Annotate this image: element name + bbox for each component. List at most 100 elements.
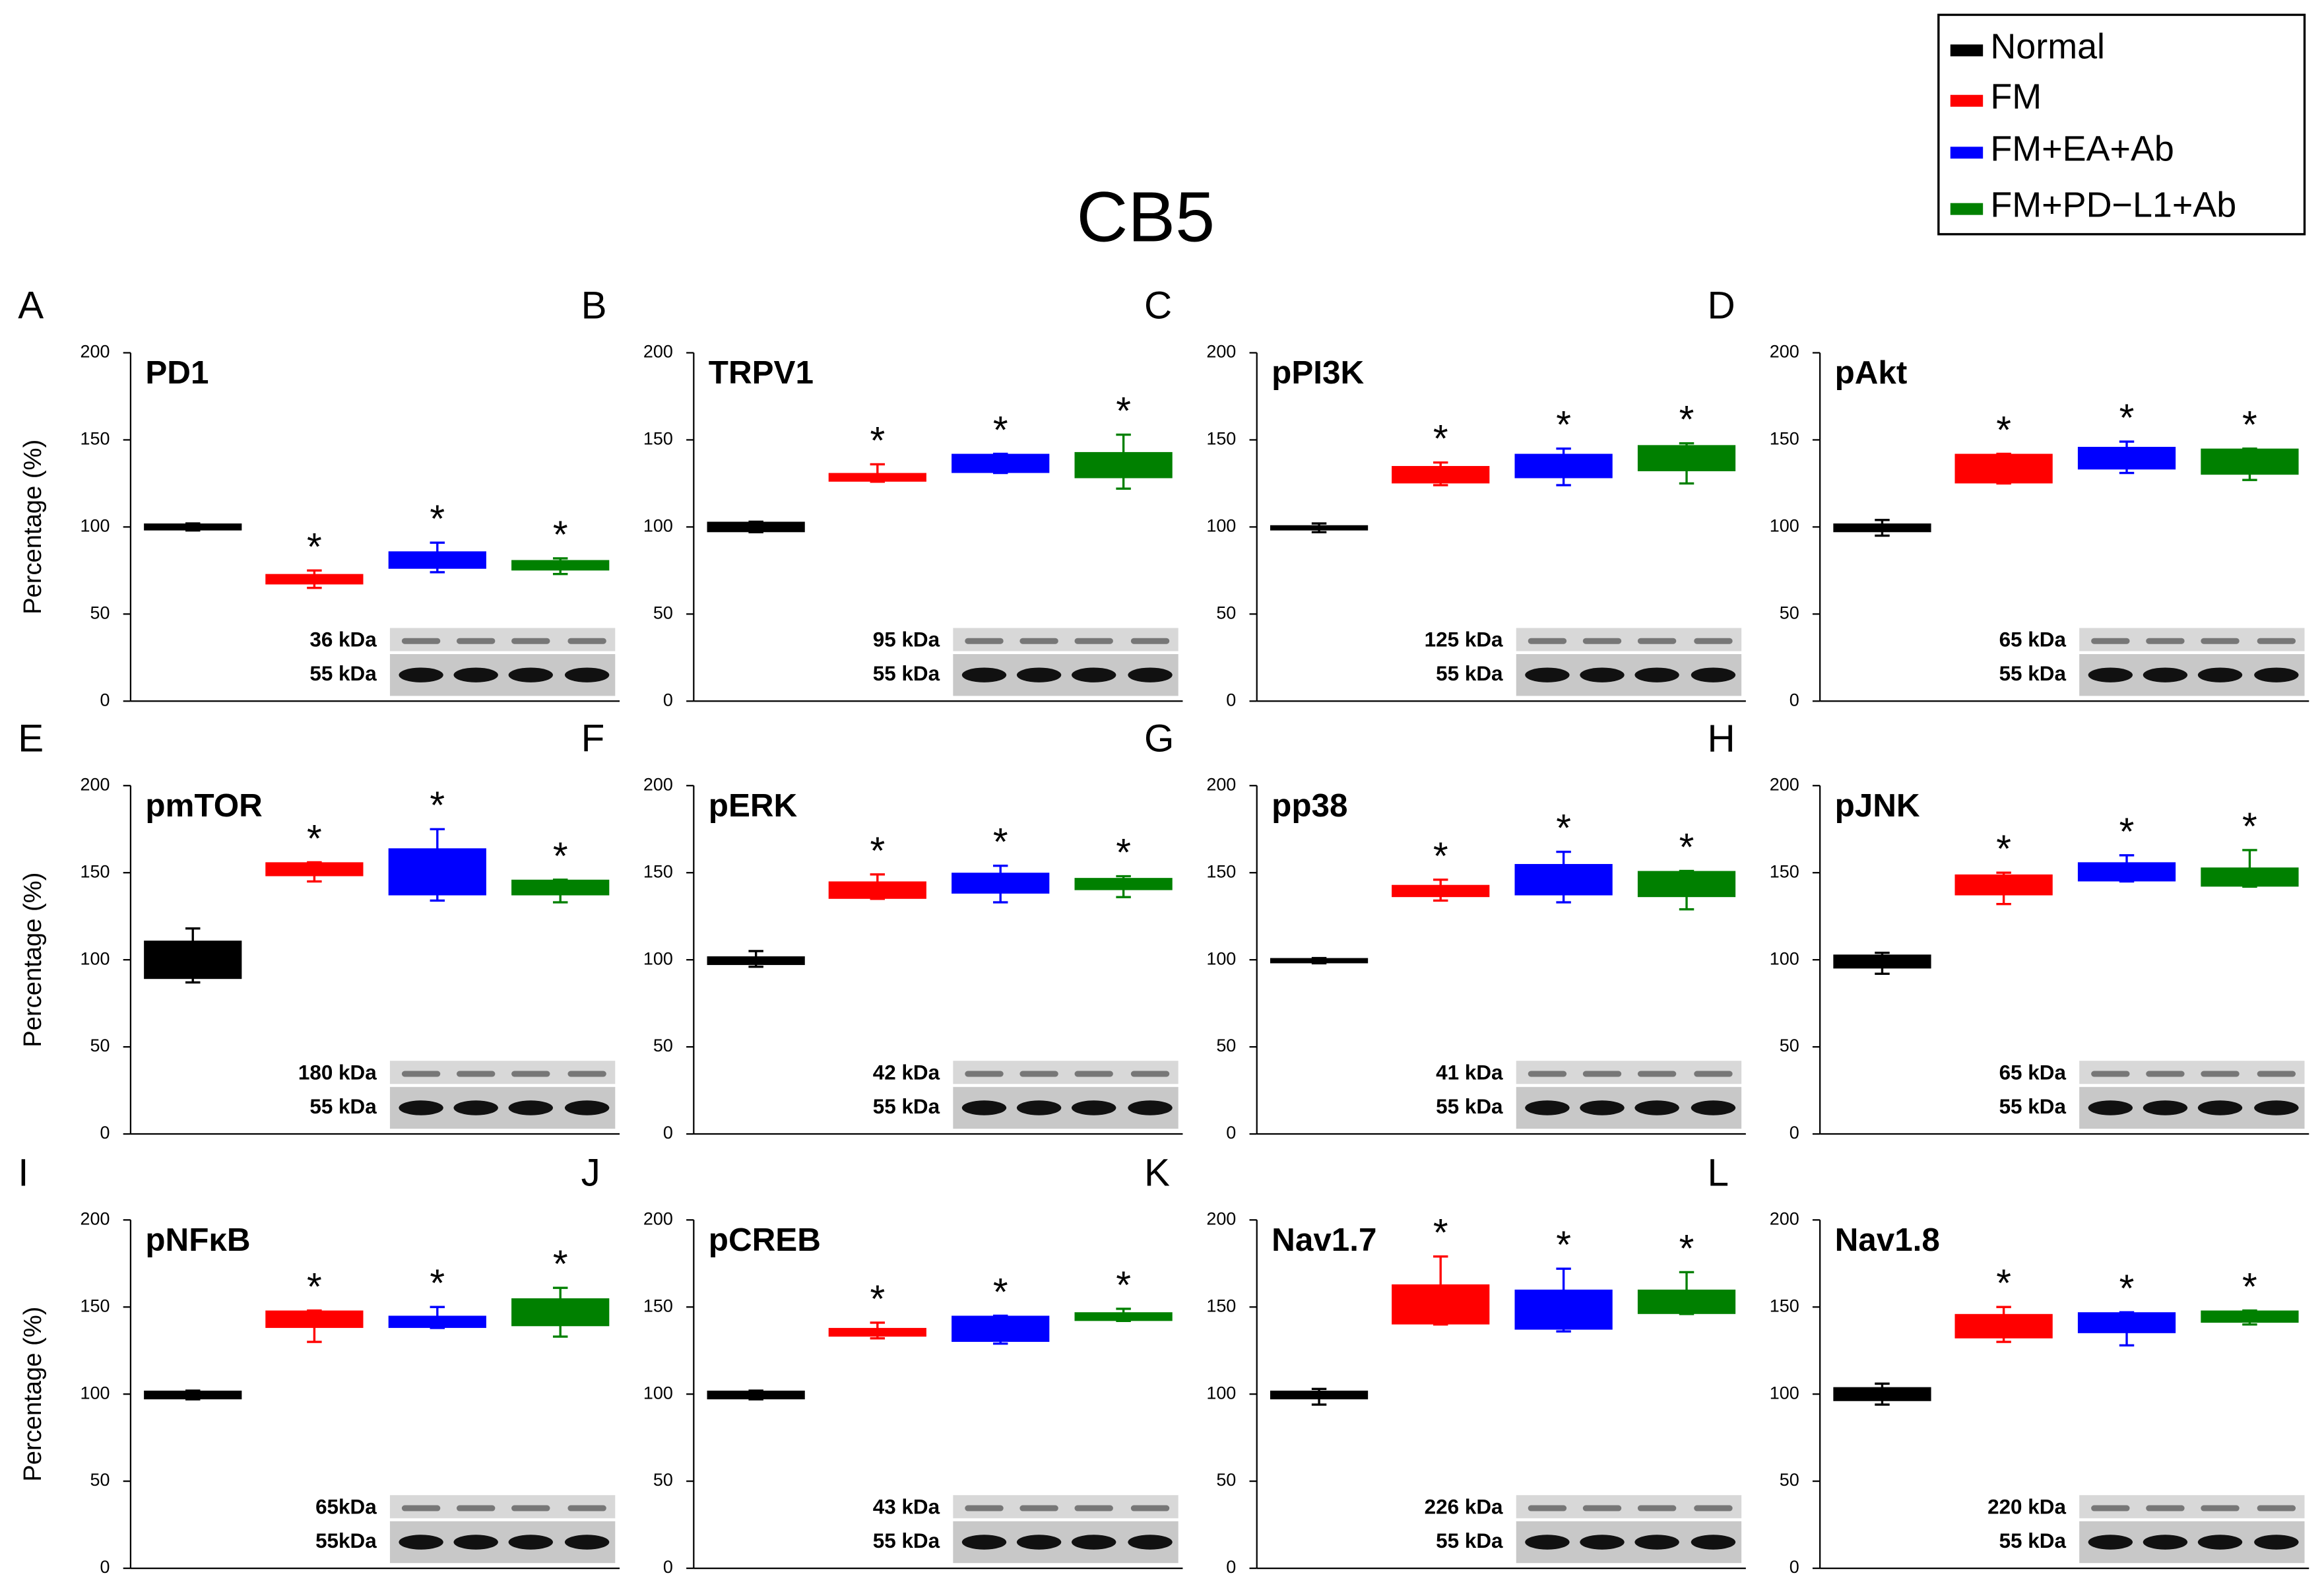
- box: [707, 956, 805, 966]
- significance-marker: *: [1679, 1227, 1695, 1270]
- blot: [953, 1495, 1178, 1564]
- blot-band: [1072, 1100, 1116, 1115]
- y-tick-label: 150: [1770, 1296, 1799, 1315]
- y-tick-label: 150: [1206, 861, 1236, 881]
- y-tick-label: 50: [653, 1470, 673, 1490]
- blot-label: 55 kDa: [309, 1095, 377, 1118]
- legend-label: FM+EA+Ab: [1990, 129, 2174, 168]
- significance-marker: *: [2242, 1266, 2257, 1309]
- blot-band: [2254, 1100, 2299, 1115]
- box: [1074, 451, 1173, 479]
- box: [1954, 1313, 2053, 1339]
- blot-band: [2088, 667, 2133, 682]
- significance-marker: *: [1433, 418, 1448, 461]
- panel-letter: E: [18, 717, 44, 760]
- y-tick-label: 100: [1770, 515, 1799, 535]
- blot-band: [1694, 1071, 1733, 1077]
- y-tick-label: 0: [1226, 690, 1236, 710]
- blot-band: [1580, 1100, 1625, 1115]
- significance-marker: *: [1996, 828, 2011, 871]
- y-tick-label: 0: [663, 1557, 673, 1577]
- box: [2077, 446, 2176, 470]
- blot-band: [2201, 1505, 2240, 1511]
- significance-marker: *: [870, 419, 885, 462]
- box: [1637, 871, 1736, 898]
- box: [1270, 1390, 1369, 1400]
- blot-label: 65kDa: [315, 1495, 377, 1518]
- y-tick-label: 50: [653, 1036, 673, 1055]
- y-tick-label: 100: [643, 515, 673, 535]
- box: [828, 473, 926, 482]
- blot-band: [567, 638, 606, 644]
- blot: [2079, 1495, 2305, 1564]
- box: [144, 1390, 242, 1400]
- box: [828, 1327, 926, 1337]
- blot-band: [2091, 1505, 2130, 1511]
- y-tick-label: 50: [90, 1036, 110, 1055]
- blot-label: 95 kDa: [873, 628, 940, 651]
- blot-band: [1074, 1071, 1113, 1077]
- panel-title: pPI3K: [1272, 354, 1364, 391]
- blot: [953, 628, 1178, 696]
- blot-band: [508, 1535, 553, 1550]
- y-tick-label: 50: [1216, 603, 1236, 622]
- blot-band: [453, 1535, 498, 1550]
- blot-band: [1691, 1535, 1736, 1550]
- y-tick-label: 50: [1780, 603, 1799, 622]
- significance-marker: *: [2119, 811, 2135, 853]
- y-tick-label: 0: [100, 1123, 110, 1143]
- blot-band: [1694, 638, 1733, 644]
- box: [2077, 1312, 2176, 1333]
- blot-band: [1694, 1505, 1733, 1511]
- blot-band: [2143, 1535, 2188, 1550]
- box: [1514, 453, 1613, 479]
- blot-band: [1525, 1535, 1570, 1550]
- blot-band: [1637, 1071, 1677, 1077]
- blot-label: 55 kDa: [1436, 1095, 1503, 1118]
- y-tick-label: 200: [1770, 1209, 1799, 1228]
- significance-marker: *: [430, 498, 445, 541]
- blot: [2079, 1061, 2305, 1129]
- panel-title: pJNK: [1835, 787, 1920, 824]
- blot-label: 180 kDa: [298, 1061, 377, 1084]
- blot-band: [2143, 667, 2188, 682]
- blot-label: 125 kDa: [1425, 628, 1503, 651]
- blot-band: [2257, 1505, 2296, 1511]
- blot-band: [1691, 667, 1736, 682]
- blot-band: [2146, 638, 2185, 644]
- blot-band: [564, 1100, 610, 1115]
- y-tick-label: 0: [1790, 690, 1799, 710]
- blot-label: 226 kDa: [1425, 1495, 1503, 1518]
- y-tick-label: 150: [1206, 429, 1236, 449]
- panel-title: pp38: [1272, 787, 1347, 824]
- blot-band: [399, 1100, 443, 1115]
- blot-band: [456, 638, 496, 644]
- panel-title: TRPV1: [709, 354, 814, 391]
- box: [1833, 954, 1931, 969]
- significance-marker: *: [1996, 1262, 2011, 1305]
- blot-band: [399, 1535, 443, 1550]
- significance-marker: *: [870, 1278, 885, 1321]
- blot-band: [511, 1071, 550, 1077]
- blot-band: [1128, 1100, 1173, 1115]
- blot-band: [1582, 1505, 1622, 1511]
- blot-band: [1016, 667, 1062, 682]
- y-tick-label: 100: [1206, 515, 1236, 535]
- blot-band: [2146, 1071, 2185, 1077]
- box: [707, 1390, 805, 1400]
- y-tick-label: 50: [1780, 1036, 1799, 1055]
- blot-band: [1128, 1535, 1173, 1550]
- blot-band: [453, 667, 498, 682]
- y-tick-label: 200: [1206, 774, 1236, 794]
- box: [1833, 1387, 1931, 1401]
- significance-marker: *: [1679, 399, 1695, 442]
- blot-band: [2257, 1071, 2296, 1077]
- significance-marker: *: [1433, 835, 1448, 878]
- significance-marker: *: [1116, 1264, 1131, 1307]
- box: [1637, 445, 1736, 471]
- panel-title: PD1: [145, 354, 209, 391]
- blot-band: [1582, 638, 1622, 644]
- significance-marker: *: [2119, 397, 2135, 440]
- blot-band: [1128, 667, 1173, 682]
